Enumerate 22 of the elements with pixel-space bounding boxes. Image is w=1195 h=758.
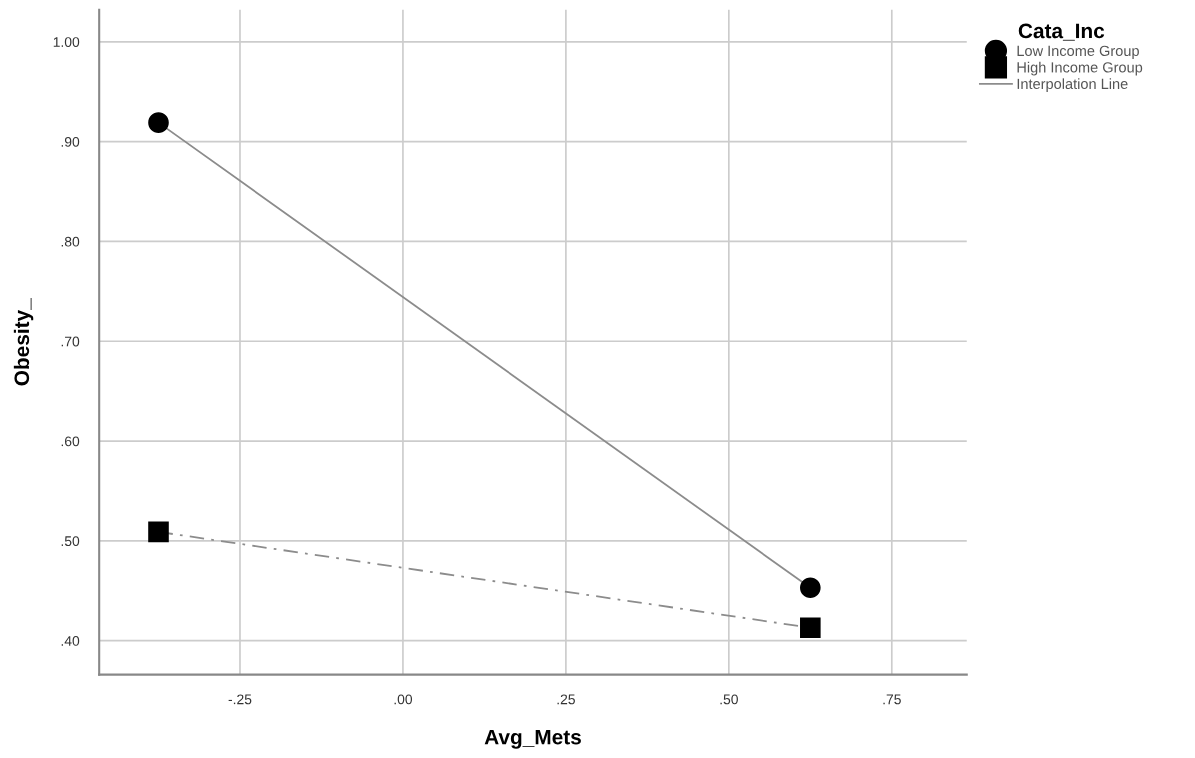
x-tick-label: -.25 <box>228 694 252 705</box>
x-tick-label: .50 <box>720 694 738 705</box>
legend-title: Cata_Inc <box>1018 23 1105 41</box>
point <box>148 112 169 133</box>
y-tick-label: .90 <box>61 136 80 147</box>
legend-label: Low Income Group <box>1017 45 1139 59</box>
x-axis-title: Avg_Mets <box>484 729 581 749</box>
x-tick-label: .75 <box>883 694 901 705</box>
y-axis-title: Obesity_ <box>13 298 34 386</box>
x-tick-label: .00 <box>394 694 413 705</box>
legend-label: High Income Group <box>1017 61 1143 76</box>
point <box>800 577 821 599</box>
y-tick-label: .50 <box>61 536 80 547</box>
y-tick-label: .60 <box>61 436 80 447</box>
y-tick-label: .40 <box>61 636 80 646</box>
legend-label: Interpolation Line <box>1017 78 1128 92</box>
point <box>800 617 821 639</box>
y-tick-label: .80 <box>61 236 80 247</box>
y-tick-label: 1.00 <box>53 37 80 47</box>
point <box>148 521 169 543</box>
y-tick-label: .70 <box>61 336 80 347</box>
x-tick-label: .25 <box>557 694 575 705</box>
